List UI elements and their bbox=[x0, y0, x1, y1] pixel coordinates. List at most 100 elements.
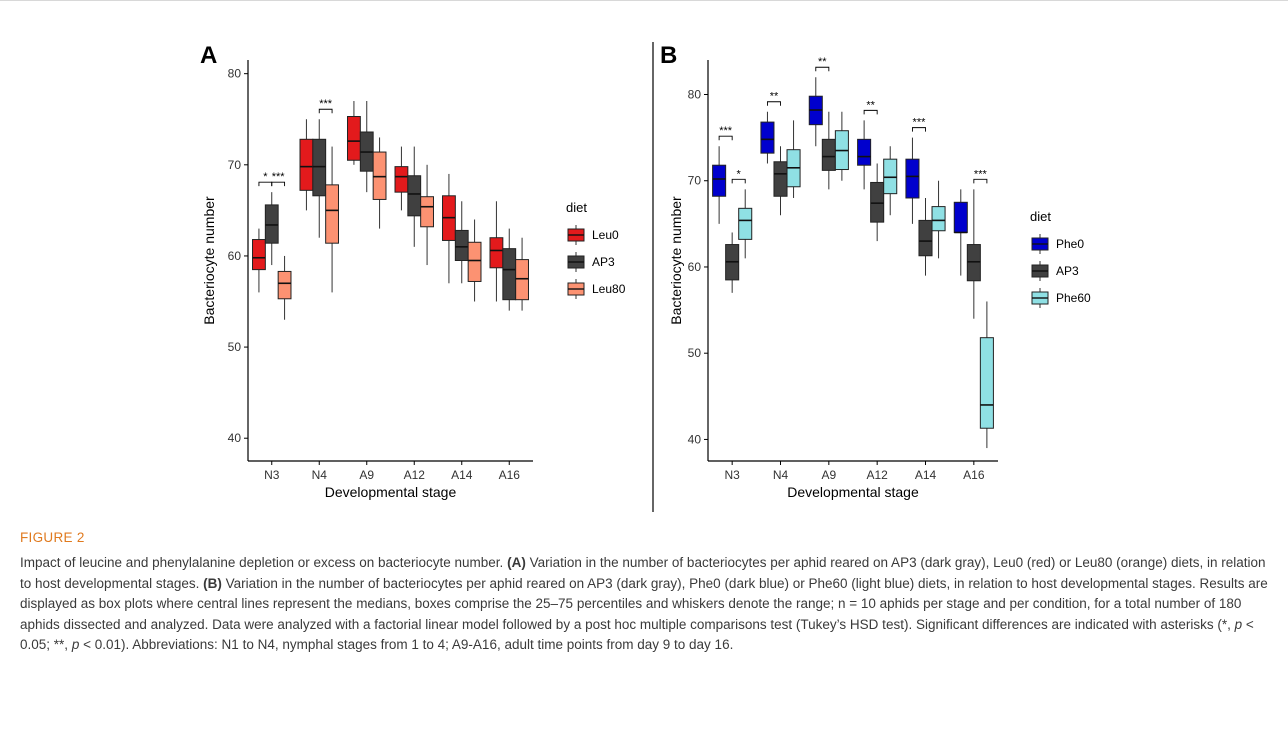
significance-bracket bbox=[318, 108, 333, 114]
y-axis-title: Bacteriocyte number bbox=[668, 196, 684, 325]
box-leu80 bbox=[372, 151, 387, 200]
significance-bracket bbox=[271, 181, 286, 187]
caption-threshold-1: < 0.05; **, bbox=[20, 616, 1254, 653]
caption-threshold-2: < 0.01). Abbreviations: N1 to N4, nympha… bbox=[83, 637, 734, 652]
x-tick-label: N3 bbox=[724, 468, 740, 482]
significance-label: *** bbox=[272, 171, 286, 183]
legend-label: AP3 bbox=[592, 255, 615, 269]
box-phe60 bbox=[979, 337, 994, 429]
legend-title: diet bbox=[1030, 209, 1051, 224]
box-ap3 bbox=[821, 138, 836, 171]
legend-label: Leu80 bbox=[592, 282, 626, 296]
box-leu80 bbox=[325, 184, 339, 244]
box-leu80 bbox=[467, 241, 482, 282]
legend-label: Phe60 bbox=[1056, 291, 1091, 305]
significance-bracket bbox=[718, 135, 733, 141]
panel-letter: B bbox=[660, 42, 677, 69]
y-tick-label: 40 bbox=[228, 431, 242, 445]
box-ap3 bbox=[454, 229, 469, 262]
figure-label: FIGURE 2 bbox=[20, 530, 85, 545]
y-tick-label: 60 bbox=[688, 260, 702, 274]
box-leu0 bbox=[252, 239, 266, 271]
panel-letter: A bbox=[200, 42, 217, 69]
significance-bracket bbox=[973, 178, 988, 184]
box-phe60 bbox=[883, 158, 898, 195]
caption-ref-a: (A) bbox=[507, 555, 526, 570]
y-tick-label: 40 bbox=[688, 432, 702, 446]
significance-bracket bbox=[815, 66, 830, 72]
significance-bracket bbox=[912, 127, 926, 132]
box-phe0 bbox=[857, 138, 872, 166]
x-tick-label: N4 bbox=[773, 468, 789, 482]
box-phe0 bbox=[953, 201, 968, 233]
box-leu80 bbox=[515, 259, 529, 301]
x-tick-label: A14 bbox=[451, 468, 473, 482]
x-tick-label: N4 bbox=[312, 468, 328, 482]
significance-label: ** bbox=[866, 99, 875, 111]
x-axis-title: Developmental stage bbox=[787, 484, 919, 500]
caption-text: Impact of leucine and phenylalanine depl… bbox=[20, 553, 1270, 656]
caption-ref-b: (B) bbox=[203, 575, 222, 591]
y-tick-label: 70 bbox=[228, 158, 242, 172]
box-leu0 bbox=[489, 237, 504, 269]
box-ap3 bbox=[773, 161, 788, 197]
box-ap3 bbox=[966, 244, 981, 282]
legend-title: diet bbox=[566, 200, 587, 215]
x-tick-label: A9 bbox=[359, 468, 374, 482]
y-tick-label: 50 bbox=[688, 346, 702, 360]
box-phe0 bbox=[712, 164, 727, 197]
y-tick-label: 70 bbox=[688, 174, 702, 188]
box-ap3 bbox=[870, 181, 885, 223]
box-ap3 bbox=[264, 204, 279, 244]
y-tick-label: 80 bbox=[688, 87, 702, 101]
caption-p-symbol: p bbox=[71, 637, 80, 652]
box-phe60 bbox=[931, 206, 946, 232]
box-ap3 bbox=[312, 138, 327, 197]
x-tick-label: A9 bbox=[821, 468, 836, 482]
caption-text-b: Variation in the number of bacteriocytes… bbox=[20, 575, 1268, 632]
significance-label: * bbox=[263, 171, 268, 183]
significance-bracket bbox=[863, 109, 878, 115]
x-tick-label: A16 bbox=[963, 468, 985, 482]
significance-label: ** bbox=[818, 56, 827, 68]
legend-label: Leu0 bbox=[592, 228, 619, 242]
significance-bracket bbox=[731, 178, 746, 184]
significance-label: *** bbox=[974, 168, 988, 180]
significance-label: *** bbox=[719, 125, 733, 137]
significance-label: *** bbox=[319, 98, 333, 110]
legend-label: AP3 bbox=[1056, 264, 1079, 278]
box-leu0 bbox=[394, 166, 409, 193]
x-tick-label: A12 bbox=[404, 468, 426, 482]
caption-text-a: Variation in the number of bacteriocytes… bbox=[20, 555, 1266, 591]
significance-bracket bbox=[767, 101, 781, 106]
y-tick-label: 50 bbox=[228, 340, 242, 354]
box-leu80 bbox=[420, 196, 434, 228]
box-phe60 bbox=[738, 207, 753, 240]
figure-panels: A 40 50 60 70 80 N3 N4 A9 A12 A14 A16 Developmental … bbox=[200, 42, 1091, 512]
figure-caption: FIGURE 2 Impact of leucine and phenylala… bbox=[20, 530, 1270, 656]
x-axis-title: Developmental stage bbox=[325, 484, 457, 500]
caption-title: Impact of leucine and phenylalanine depl… bbox=[20, 555, 504, 570]
y-axis-title: Bacteriocyte number bbox=[201, 196, 217, 325]
box-leu0 bbox=[347, 116, 361, 161]
y-tick-label: 80 bbox=[228, 67, 242, 81]
significance-label: *** bbox=[913, 117, 927, 129]
x-tick-label: A12 bbox=[866, 468, 888, 482]
legend-label: Phe0 bbox=[1056, 237, 1084, 251]
x-tick-label: A16 bbox=[499, 468, 521, 482]
box-ap3 bbox=[407, 175, 422, 217]
x-tick-label: A14 bbox=[915, 468, 937, 482]
box-ap3 bbox=[918, 219, 933, 257]
box-ap3 bbox=[502, 248, 517, 301]
box-leu80 bbox=[277, 270, 292, 300]
top-rule bbox=[0, 0, 1288, 1]
box-phe0 bbox=[760, 121, 775, 154]
caption-p-symbol: p bbox=[1234, 616, 1243, 632]
significance-label: * bbox=[737, 168, 742, 180]
y-tick-label: 60 bbox=[228, 249, 242, 263]
significance-label: ** bbox=[770, 91, 779, 103]
box-phe0 bbox=[905, 158, 920, 199]
panel-a: A 40 50 60 70 80 N3 N4 A9 A12 A14 A16 Developmental … bbox=[200, 42, 626, 500]
panel-b: B 40 50 60 70 80 N3 N4 A9 A12 A14 A16 Developmental … bbox=[660, 42, 1091, 500]
x-tick-label: N3 bbox=[264, 468, 280, 482]
